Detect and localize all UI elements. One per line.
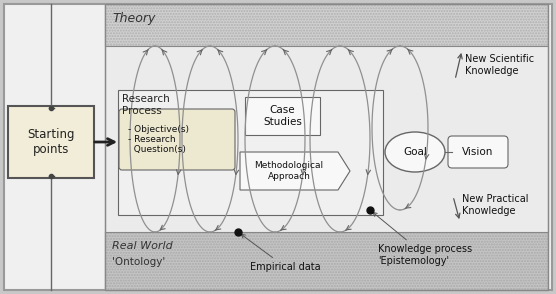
Text: 'Ontology': 'Ontology' [112,257,165,267]
Text: Empirical data: Empirical data [241,234,321,272]
Text: New Practical
Knowledge: New Practical Knowledge [462,194,529,216]
FancyBboxPatch shape [105,4,548,46]
FancyBboxPatch shape [4,4,552,290]
FancyBboxPatch shape [119,109,235,170]
FancyBboxPatch shape [8,106,94,178]
Text: Goal: Goal [403,147,427,157]
FancyBboxPatch shape [448,136,508,168]
FancyBboxPatch shape [118,90,383,215]
Text: Knowledge process
'Epistemology': Knowledge process 'Epistemology' [373,213,472,266]
FancyBboxPatch shape [105,232,548,290]
Text: - Objective(s)
- Research
  Question(s): - Objective(s) - Research Question(s) [128,125,189,154]
Text: New Scientific
Knowledge: New Scientific Knowledge [465,54,534,76]
Text: Theory: Theory [112,11,155,24]
Text: Research
Process: Research Process [122,94,170,116]
Ellipse shape [385,132,445,172]
Text: Case
Studies: Case Studies [263,105,302,127]
FancyBboxPatch shape [245,97,320,135]
Polygon shape [240,152,350,190]
Text: Vision: Vision [462,147,494,157]
Text: Starting
points: Starting points [27,128,75,156]
FancyBboxPatch shape [105,46,548,232]
Text: Methodological
Approach: Methodological Approach [255,161,324,181]
Text: Real World: Real World [112,241,173,251]
